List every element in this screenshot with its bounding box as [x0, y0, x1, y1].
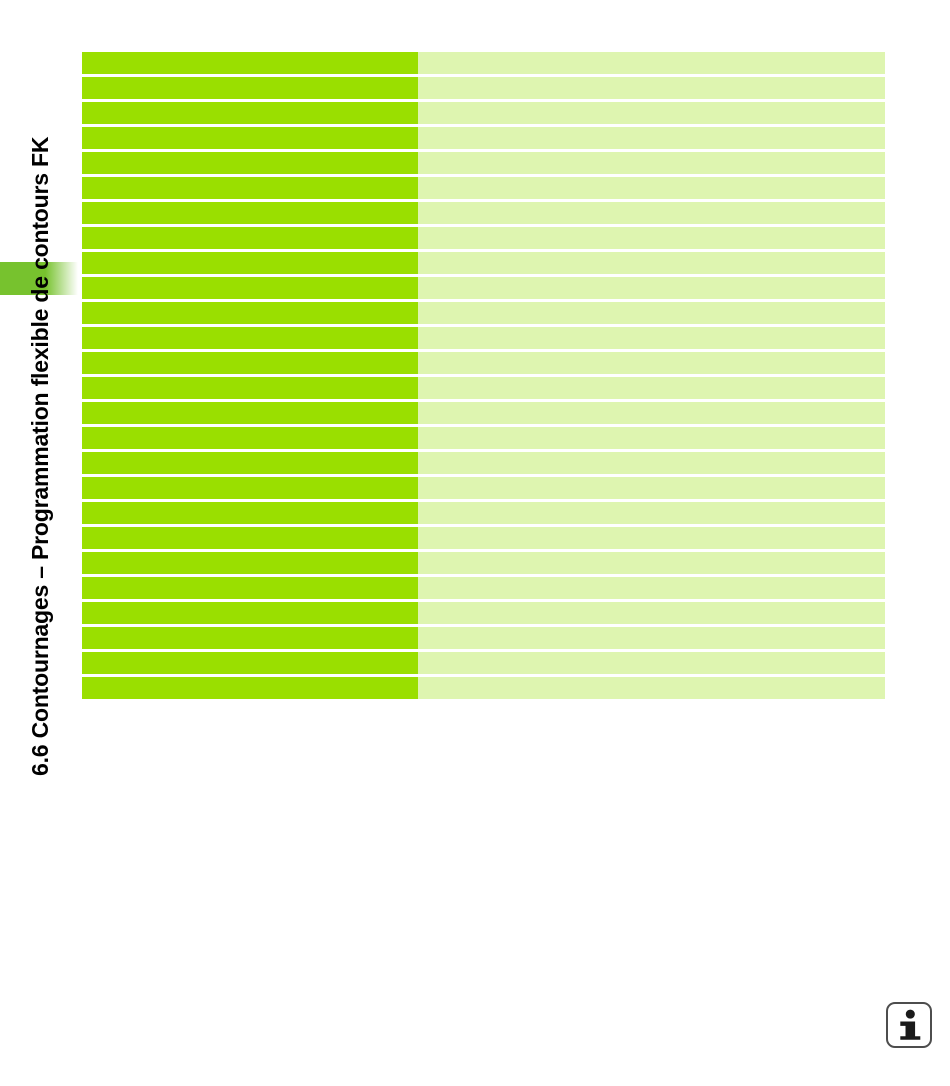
- table-cell-right: [418, 277, 885, 299]
- table-cell-right: [418, 577, 885, 599]
- table-cell-left: [82, 152, 418, 174]
- table-cell-right: [418, 427, 885, 449]
- table-cell-left: [82, 202, 418, 224]
- section-heading-vertical: 6.6 Contournages – Programmation flexibl…: [27, 136, 53, 776]
- table-cell-right: [418, 477, 885, 499]
- table-row: [82, 127, 885, 149]
- table-row: [82, 552, 885, 574]
- content-table: [82, 52, 885, 702]
- table-cell-left: [82, 602, 418, 624]
- table-row: [82, 402, 885, 424]
- table-cell-right: [418, 327, 885, 349]
- table-cell-left: [82, 627, 418, 649]
- table-cell-left: [82, 452, 418, 474]
- table-cell-left: [82, 652, 418, 674]
- table-cell-left: [82, 677, 418, 699]
- table-cell-right: [418, 152, 885, 174]
- table-cell-left: [82, 527, 418, 549]
- table-cell-right: [418, 602, 885, 624]
- table-cell-right: [418, 102, 885, 124]
- table-cell-left: [82, 127, 418, 149]
- table-cell-right: [418, 452, 885, 474]
- table-cell-right: [418, 502, 885, 524]
- table-row: [82, 327, 885, 349]
- table-row: [82, 677, 885, 699]
- info-button[interactable]: [886, 1002, 932, 1048]
- table-cell-right: [418, 252, 885, 274]
- table-row: [82, 377, 885, 399]
- table-cell-left: [82, 352, 418, 374]
- table-cell-right: [418, 527, 885, 549]
- table-cell-right: [418, 227, 885, 249]
- table-cell-left: [82, 402, 418, 424]
- table-row: [82, 602, 885, 624]
- table-row: [82, 452, 885, 474]
- table-cell-right: [418, 52, 885, 74]
- table-cell-left: [82, 502, 418, 524]
- table-row: [82, 77, 885, 99]
- table-cell-left: [82, 277, 418, 299]
- table-row: [82, 52, 885, 74]
- table-row: [82, 152, 885, 174]
- table-row: [82, 427, 885, 449]
- table-row: [82, 102, 885, 124]
- table-cell-left: [82, 52, 418, 74]
- table-cell-left: [82, 227, 418, 249]
- table-cell-left: [82, 477, 418, 499]
- table-cell-right: [418, 677, 885, 699]
- table-cell-left: [82, 302, 418, 324]
- table-row: [82, 627, 885, 649]
- table-cell-left: [82, 377, 418, 399]
- table-row: [82, 477, 885, 499]
- table-cell-left: [82, 252, 418, 274]
- table-cell-right: [418, 402, 885, 424]
- table-row: [82, 177, 885, 199]
- table-cell-left: [82, 327, 418, 349]
- table-cell-right: [418, 302, 885, 324]
- table-row: [82, 502, 885, 524]
- table-cell-right: [418, 627, 885, 649]
- table-row: [82, 577, 885, 599]
- info-icon: [900, 1009, 921, 1040]
- table-cell-right: [418, 552, 885, 574]
- table-row: [82, 277, 885, 299]
- table-row: [82, 352, 885, 374]
- table-cell-left: [82, 577, 418, 599]
- table-row: [82, 227, 885, 249]
- table-cell-left: [82, 102, 418, 124]
- table-cell-right: [418, 202, 885, 224]
- table-cell-left: [82, 427, 418, 449]
- table-cell-left: [82, 552, 418, 574]
- table-row: [82, 252, 885, 274]
- table-cell-right: [418, 352, 885, 374]
- table-cell-right: [418, 177, 885, 199]
- table-row: [82, 202, 885, 224]
- table-row: [82, 527, 885, 549]
- table-row: [82, 302, 885, 324]
- table-cell-right: [418, 127, 885, 149]
- table-cell-right: [418, 377, 885, 399]
- table-row: [82, 652, 885, 674]
- table-cell-right: [418, 77, 885, 99]
- chapter-thumb-tab: [0, 262, 78, 295]
- table-cell-right: [418, 652, 885, 674]
- table-cell-left: [82, 77, 418, 99]
- table-cell-left: [82, 177, 418, 199]
